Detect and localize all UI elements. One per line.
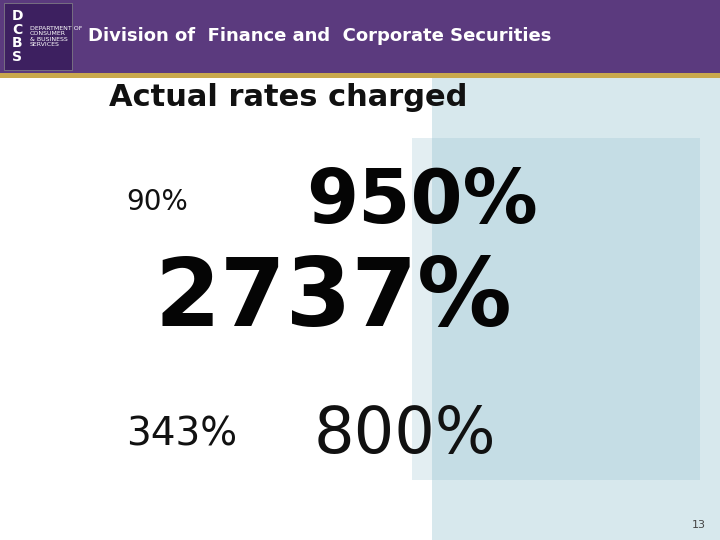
Bar [0, 0, 720, 73]
Bar [0, 73, 720, 78]
Text: 950%: 950% [306, 166, 538, 239]
Text: 800%: 800% [313, 404, 495, 465]
Bar [432, 78, 720, 540]
Text: D
C
B
S: D C B S [12, 9, 24, 64]
Text: 13: 13 [692, 520, 706, 530]
Text: Division of  Finance and  Corporate Securities: Division of Finance and Corporate Securi… [88, 28, 552, 45]
Text: 90%: 90% [126, 188, 188, 217]
Bar [4, 3, 72, 70]
Text: 2737%: 2737% [155, 254, 513, 346]
Bar [412, 138, 700, 480]
Text: 343%: 343% [126, 416, 237, 454]
Text: Actual rates charged: Actual rates charged [109, 83, 467, 112]
Text: DEPARTMENT OF
CONSUMER
& BUSINESS
SERVICES: DEPARTMENT OF CONSUMER & BUSINESS SERVIC… [30, 25, 82, 48]
